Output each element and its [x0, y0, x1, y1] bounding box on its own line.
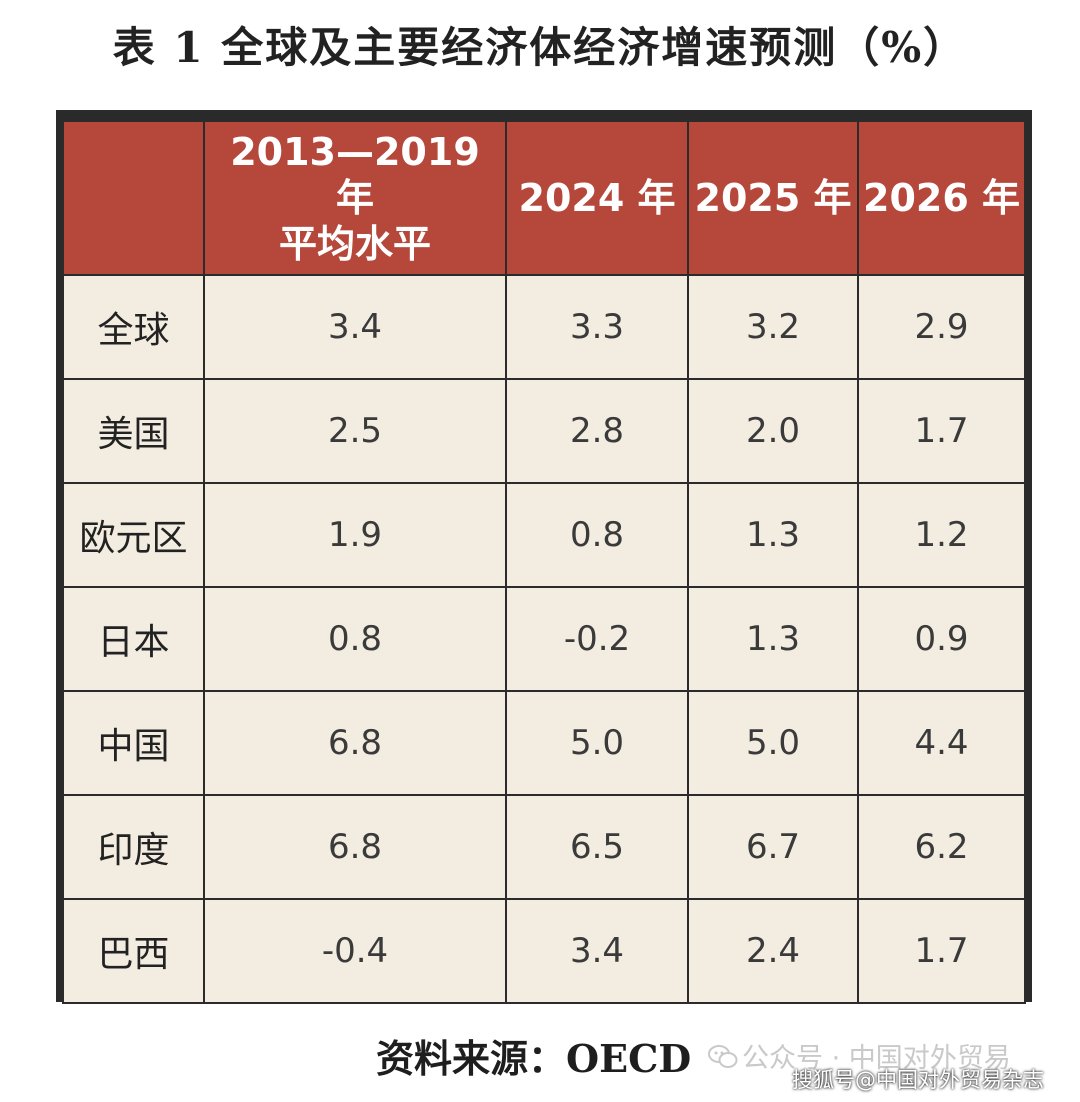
table-row: 全球 3.4 3.3 3.2 2.9: [62, 274, 1026, 380]
row-label: 日本: [62, 586, 205, 692]
value-cell: 2.8: [505, 378, 689, 484]
row-label: 巴西: [62, 898, 205, 1004]
wechat-watermark: 公众号 · 中国对外贸易: [708, 1036, 1011, 1075]
header-2013-2019-avg: 2013—2019 年 平均水平: [203, 120, 507, 276]
table-row: 美国 2.5 2.8 2.0 1.7: [62, 378, 1026, 484]
value-cell: 6.7: [687, 794, 859, 900]
row-label: 全球: [62, 274, 205, 380]
header-2025: 2025 年: [687, 120, 859, 276]
wechat-account-label: 公众号 · 中国对外贸易: [742, 1043, 1011, 1074]
value-cell: 1.3: [687, 586, 859, 692]
source-note: 资料来源：OECD: [376, 1036, 692, 1081]
value-cell: 1.2: [857, 482, 1026, 588]
value-cell: 4.4: [857, 690, 1026, 796]
table-row: 中国 6.8 5.0 5.0 4.4: [62, 690, 1026, 796]
value-cell: 6.8: [203, 794, 507, 900]
table-row: 印度 6.8 6.5 6.7 6.2: [62, 794, 1026, 900]
value-cell: 5.0: [505, 690, 689, 796]
table-row: 日本 0.8 -0.2 1.3 0.9: [62, 586, 1026, 692]
value-cell: 1.3: [687, 482, 859, 588]
value-cell: 3.4: [505, 898, 689, 1004]
value-cell: 3.3: [505, 274, 689, 380]
value-cell: 0.9: [857, 586, 1026, 692]
growth-forecast-table: 2013—2019 年 平均水平 2024 年 2025 年 2026 年 全球…: [62, 120, 1026, 1004]
table-row: 巴西 -0.4 3.4 2.4 1.7: [62, 898, 1026, 1004]
value-cell: 6.8: [203, 690, 507, 796]
value-cell: 1.7: [857, 898, 1026, 1004]
value-cell: 2.0: [687, 378, 859, 484]
value-cell: 1.9: [203, 482, 507, 588]
value-cell: 2.9: [857, 274, 1026, 380]
value-cell: 6.2: [857, 794, 1026, 900]
table-title: 表 1 全球及主要经济体经济增速预测（%）: [112, 23, 968, 72]
value-cell: 2.5: [203, 378, 507, 484]
value-cell: 6.5: [505, 794, 689, 900]
value-cell: 2.4: [687, 898, 859, 1004]
table-row: 欧元区 1.9 0.8 1.3 1.2: [62, 482, 1026, 588]
header-row: 2013—2019 年 平均水平 2024 年 2025 年 2026 年: [62, 120, 1026, 276]
row-label: 中国: [62, 690, 205, 796]
value-cell: 1.7: [857, 378, 1026, 484]
table-frame: 2013—2019 年 平均水平 2024 年 2025 年 2026 年 全球…: [56, 110, 1032, 1004]
row-label: 美国: [62, 378, 205, 484]
value-cell: 0.8: [203, 586, 507, 692]
value-cell: -0.2: [505, 586, 689, 692]
value-cell: -0.4: [203, 898, 507, 1004]
value-cell: 5.0: [687, 690, 859, 796]
row-label: 印度: [62, 794, 205, 900]
header-2024: 2024 年: [505, 120, 689, 276]
wechat-icon: [708, 1045, 738, 1068]
row-label: 欧元区: [62, 482, 205, 588]
header-corner: [62, 120, 205, 276]
sohu-watermark: 搜狐号@中国对外贸易杂志: [792, 1068, 1044, 1092]
value-cell: 0.8: [505, 482, 689, 588]
header-2026: 2026 年: [857, 120, 1026, 276]
value-cell: 3.4: [203, 274, 507, 380]
value-cell: 3.2: [687, 274, 859, 380]
